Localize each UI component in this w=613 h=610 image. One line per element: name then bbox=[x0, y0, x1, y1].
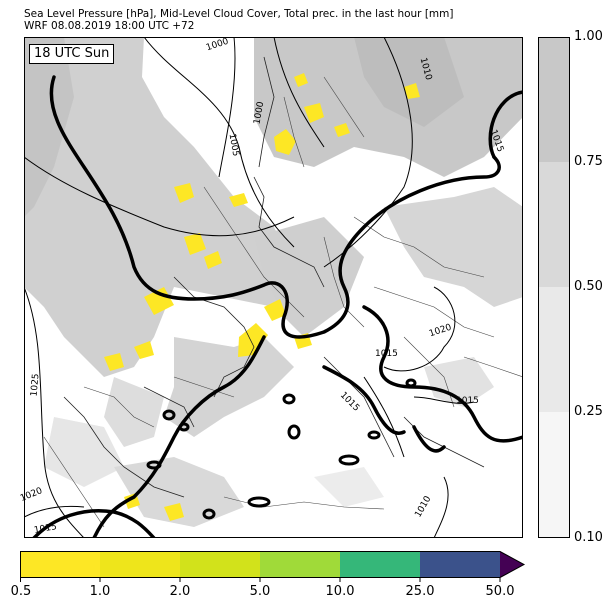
cloud-tick-3: 0.50 bbox=[574, 279, 603, 294]
precip-band-2 bbox=[100, 551, 180, 578]
cloud-cover-band-1 bbox=[538, 37, 570, 162]
precip-band-1 bbox=[20, 551, 100, 578]
precip-band-6 bbox=[420, 551, 500, 578]
precip-tick-2: 1.0 bbox=[89, 584, 111, 599]
precip-band-4 bbox=[260, 551, 340, 578]
cloud-tick-5: 0.10 bbox=[574, 530, 603, 545]
precip-tick-3: 2.0 bbox=[169, 584, 191, 599]
map-subtitle: WRF 08.08.2019 18:00 UTC +72 bbox=[24, 20, 195, 32]
cloud-tick-2: 0.75 bbox=[574, 154, 603, 169]
isobar-label-1025: 1025 bbox=[29, 373, 42, 397]
map-title: Sea Level Pressure [hPa], Mid-Level Clou… bbox=[24, 8, 454, 20]
precip-band-5 bbox=[340, 551, 420, 578]
precipitation-colorbar bbox=[20, 551, 526, 582]
precip-band-extend bbox=[500, 551, 524, 578]
cloud-cover-band-4 bbox=[538, 412, 570, 538]
isobar-label-1015-italy: 1015 bbox=[375, 349, 398, 359]
precip-tick-1: 0.5 bbox=[10, 584, 32, 599]
cloud-cover-band-2 bbox=[538, 162, 570, 287]
precip-tick-5: 10.0 bbox=[325, 584, 355, 599]
precip-tick-7: 50.0 bbox=[485, 584, 515, 599]
precip-tick-6: 25.0 bbox=[405, 584, 435, 599]
cloud-tick-1: 1.00 bbox=[574, 29, 603, 44]
cloud-tick-4: 0.25 bbox=[574, 404, 603, 419]
isobar-label-1015-greece: 1015 bbox=[456, 396, 479, 406]
precip-tick-4: 5.0 bbox=[249, 584, 271, 599]
cloud-cover-band-3 bbox=[538, 287, 570, 412]
time-label: 18 UTC Sun bbox=[29, 44, 115, 64]
cloud-cover-colorbar bbox=[538, 37, 570, 538]
weather-map bbox=[24, 37, 523, 538]
precip-band-3 bbox=[180, 551, 260, 578]
